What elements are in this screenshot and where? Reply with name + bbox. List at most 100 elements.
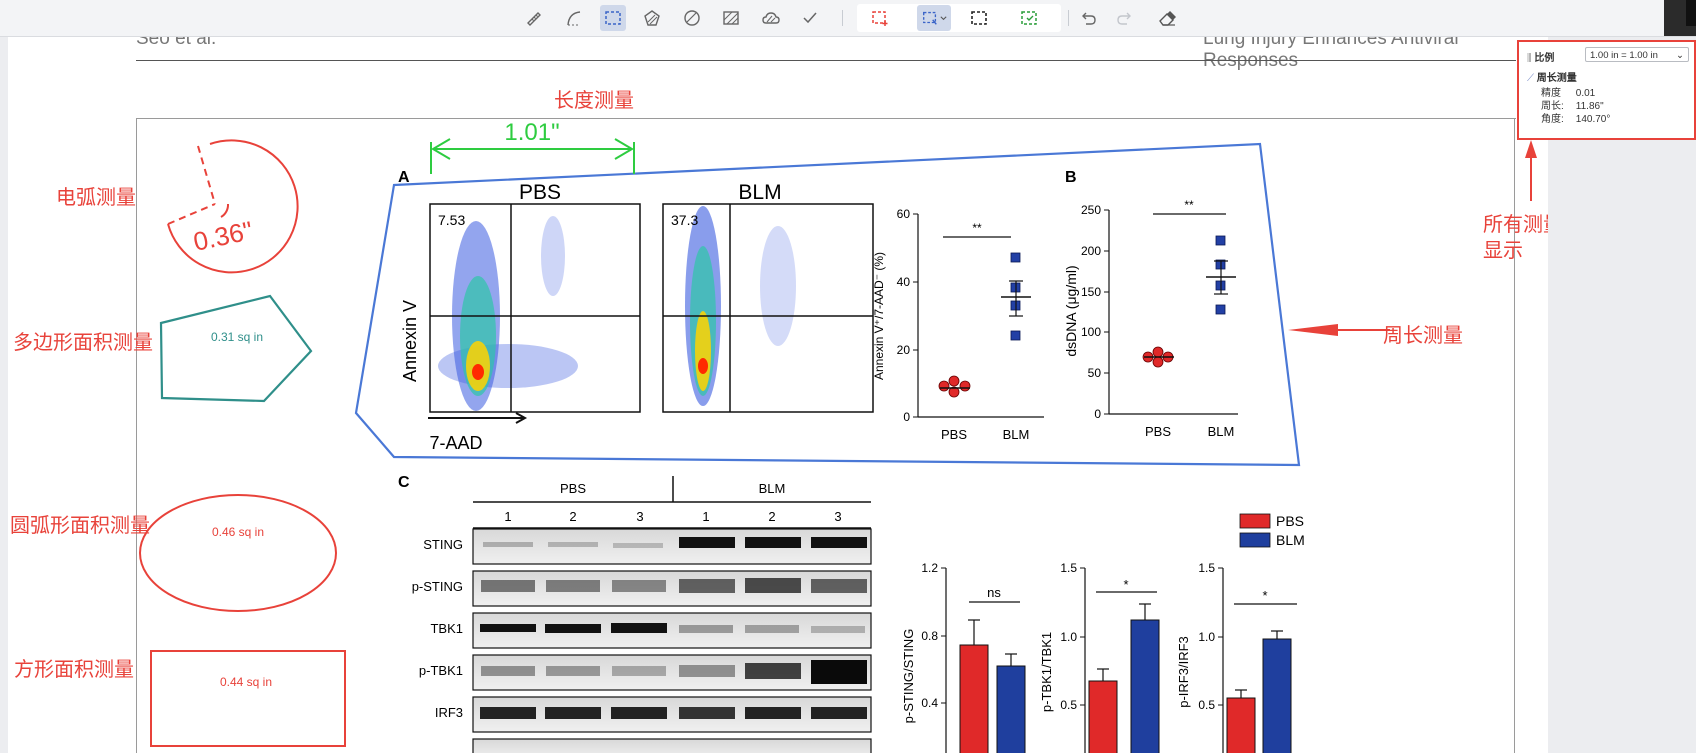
- bar1-sig: ns: [987, 585, 1001, 600]
- arc-measurement-title: 电弧测量: [56, 187, 136, 209]
- lane-label: 1: [504, 509, 511, 524]
- scale-icon: ⫼: [1527, 53, 1532, 64]
- bar1-ylabel: p-STING/STING: [901, 629, 916, 724]
- tick-label: 0: [903, 410, 910, 424]
- bar-pbs: [1226, 697, 1256, 753]
- length-measurement[interactable]: 1.01": [430, 119, 635, 174]
- blot-group-pbs: PBS: [560, 481, 586, 496]
- perimeter-measurement-title: 周长测量: [1383, 325, 1463, 347]
- bar-blm: [996, 665, 1026, 753]
- dashed-rect-select-icon: [922, 11, 937, 25]
- ellipse-area-measurement[interactable]: 0.46 sq in: [139, 494, 337, 612]
- flow-pbs-title: PBS: [519, 181, 561, 204]
- select-rect-dropdown[interactable]: [917, 5, 951, 31]
- tick-label: 1.5: [1198, 561, 1215, 575]
- rect-area-measurement[interactable]: 0.44 sq in: [150, 650, 346, 747]
- ellipse-area-value: 0.46 sq in: [212, 525, 264, 539]
- crop-rect-tool[interactable]: [966, 5, 992, 31]
- scatter-a-ticks: 0 20 40 60: [897, 207, 918, 424]
- tick-label: 150: [1081, 285, 1101, 299]
- bar-blm: [1262, 638, 1292, 753]
- arc-measurement[interactable]: 0.36": [167, 139, 299, 274]
- tick-label: 40: [897, 275, 911, 289]
- legend-swatch-pbs: [1239, 513, 1271, 529]
- bar-chart-p-irf3: 1.5 1.0 0.5 p-IRF3/IRF3 *: [1176, 561, 1297, 753]
- redo-icon: [1117, 12, 1131, 25]
- circle-hatch-icon: [684, 10, 700, 26]
- scale-select[interactable]: 1.00 in = 1.00 in ⌄: [1585, 47, 1689, 62]
- dashed-rect-icon: [605, 11, 621, 25]
- tick-label: 250: [1081, 203, 1101, 217]
- check-tool[interactable]: [797, 5, 823, 31]
- arc-tool[interactable]: [561, 5, 587, 31]
- perimeter-measurement-shape[interactable]: [354, 142, 1301, 467]
- result-row: 角度: 140.70°: [1541, 110, 1610, 125]
- flow-plot-pbs: PBS 7.53: [429, 181, 641, 413]
- tick-label: 1.0: [1060, 630, 1077, 644]
- bar2-ylabel: p-TBK1/TBK1: [1039, 632, 1054, 712]
- flow-plot-blm: BLM 37.3: [662, 181, 874, 413]
- dashed-rect-green-icon: [1021, 11, 1037, 25]
- scatter-b-ticks: 0 50 100 150 200 250: [1081, 203, 1109, 421]
- polygon-area-tool[interactable]: [639, 5, 665, 31]
- confirm-rect-tool[interactable]: [1016, 5, 1042, 31]
- blot-strip-partial: [472, 738, 872, 753]
- eraser-icon: [1159, 11, 1176, 26]
- bar-pbs: [959, 644, 989, 753]
- scatter-b-ylabel: dsDNA (μg/ml): [1063, 265, 1079, 356]
- polygon-measurement-title: 多边形面积测量: [13, 332, 153, 354]
- ruler-icon: [527, 12, 541, 26]
- undo-button[interactable]: [1075, 5, 1101, 31]
- bar-blm: [1130, 619, 1160, 753]
- polygon-area-measurement[interactable]: 0.31 sq in: [159, 294, 313, 403]
- rect-dashed-tool[interactable]: [600, 5, 626, 31]
- legend-swatch-blm: [1239, 532, 1271, 548]
- result-value: 140.70°: [1575, 114, 1611, 125]
- tick-label: 20: [897, 343, 911, 357]
- blot-strip-p-tbk1: [472, 654, 872, 691]
- bar3-ylabel: p-IRF3/IRF3: [1176, 636, 1191, 708]
- scatter-plot-a: 0 20 40 60 Annexin V⁺/7-AAD⁻ (%) ** PBS …: [872, 207, 1044, 442]
- blot-row-label: p-TBK1: [419, 663, 463, 678]
- rect-measurement-title: 方形面积测量: [14, 659, 134, 681]
- ruler-tool[interactable]: [521, 5, 547, 31]
- results-title-line2: 显示: [1483, 240, 1523, 262]
- length-value: 1.01": [504, 119, 559, 146]
- tick-label: 0.8: [921, 629, 938, 643]
- lane-label: 3: [636, 509, 643, 524]
- bar-chart-p-tbk1: 1.5 1.0 0.5 p-TBK1/TBK1 *: [1039, 561, 1160, 753]
- length-measurement-title: 长度测量: [554, 90, 634, 112]
- bar-chart-p-sting: 1.2 0.8 0.4 p-STING/STING ns: [901, 561, 1026, 753]
- figure-frame-left: [136, 118, 137, 753]
- blot-strip-tbk1: [472, 612, 872, 649]
- result-row: 周长: 11.86": [1541, 97, 1604, 112]
- flow-ylabel: Annexin V: [400, 300, 420, 382]
- cloud-tool[interactable]: [758, 5, 784, 31]
- scatter-a-ylabel: Annexin V⁺/7-AAD⁻ (%): [872, 252, 886, 380]
- redo-button[interactable]: [1112, 5, 1138, 31]
- tick-label: 0.5: [1198, 698, 1215, 712]
- toolbar-separator: [1068, 10, 1069, 26]
- header-rule: [136, 60, 1516, 61]
- result-label: 角度:: [1541, 114, 1564, 125]
- eraser-button[interactable]: [1154, 5, 1180, 31]
- circle-area-tool[interactable]: [679, 5, 705, 31]
- tick-label: 0.5: [1060, 698, 1077, 712]
- add-rect-tool[interactable]: [867, 5, 893, 31]
- tick-label: 0.4: [921, 696, 938, 710]
- result-label: 周长:: [1541, 101, 1564, 112]
- rect-area-tool[interactable]: [718, 5, 744, 31]
- flow-xlabel: 7-AAD: [429, 433, 482, 453]
- result-label: 精度: [1541, 88, 1561, 99]
- blot-row-label: p-STING: [412, 579, 463, 594]
- cloud-hatch-icon: [762, 12, 780, 24]
- rect-hatch-icon: [723, 11, 739, 25]
- blot-row-label: TBK1: [430, 621, 463, 636]
- polygon-area-value: 0.31 sq in: [211, 330, 263, 344]
- scatter-a-x-blm: BLM: [1003, 427, 1030, 442]
- rect-area-value: 0.44 sq in: [220, 675, 272, 689]
- lane-label: 2: [569, 509, 576, 524]
- check-icon: [803, 12, 817, 24]
- arc-value: 0.36": [191, 215, 256, 257]
- lane-label: 2: [768, 509, 775, 524]
